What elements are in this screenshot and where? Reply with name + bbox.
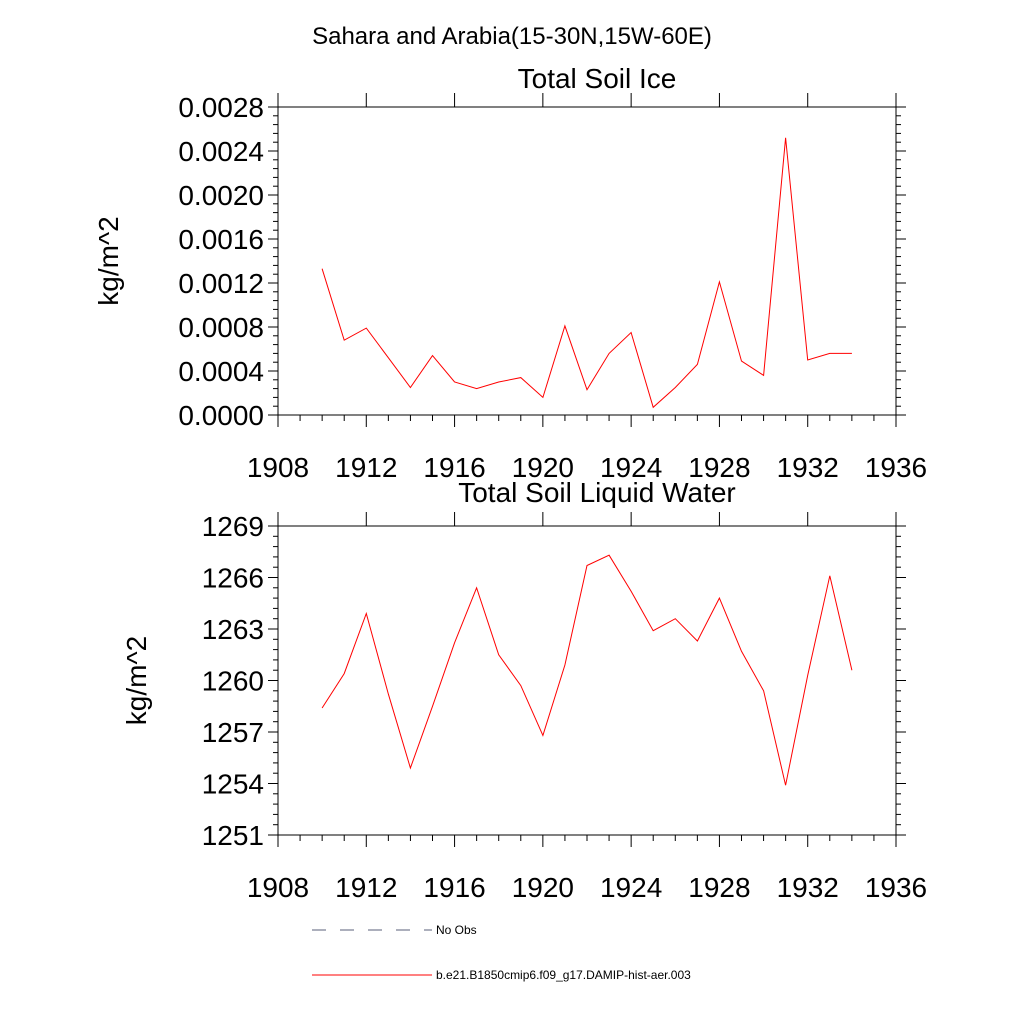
x-tick-label: 1924 bbox=[600, 872, 662, 903]
x-tick-label: 1928 bbox=[688, 872, 750, 903]
y-tick-label: 1254 bbox=[202, 769, 264, 800]
x-tick-label: 1912 bbox=[335, 452, 397, 483]
y-tick-label: 0.0008 bbox=[178, 312, 264, 343]
legend-label-model: b.e21.B1850cmip6.f09_g17.DAMIP-hist-aer.… bbox=[436, 968, 691, 982]
x-tick-label: 1908 bbox=[247, 452, 309, 483]
legend-label-no-obs: No Obs bbox=[436, 923, 477, 937]
y-tick-label: 0.0028 bbox=[178, 92, 264, 123]
y-tick-label: 0.0000 bbox=[178, 400, 264, 431]
x-tick-label: 1916 bbox=[423, 452, 485, 483]
x-tick-label: 1936 bbox=[865, 872, 927, 903]
chart-title: Total Soil Ice bbox=[518, 63, 677, 94]
chart-title: Total Soil Liquid Water bbox=[458, 477, 736, 508]
chart-total-soil-ice: Total Soil Ice kg/m^2 0.0000 0.0004 0.0008 0.… bbox=[93, 63, 927, 483]
plot-frame bbox=[277, 525, 897, 836]
x-tick-label: 1920 bbox=[512, 872, 574, 903]
x-tick-label: 1908 bbox=[247, 872, 309, 903]
y-tick-label: 1257 bbox=[202, 717, 264, 748]
series-line-soil-ice bbox=[321, 137, 852, 409]
y-tick-label: 0.0016 bbox=[178, 224, 264, 255]
x-tick-label: 1928 bbox=[688, 452, 750, 483]
x-tick-label: 1912 bbox=[335, 872, 397, 903]
chart-total-soil-liquid-water: Total Soil Liquid Water kg/m^2 1251 1254 125… bbox=[121, 477, 927, 903]
legend: No Obs b.e21.B1850cmip6.f09_g17.DAMIP-his… bbox=[312, 923, 691, 982]
y-tick-label: 1266 bbox=[202, 563, 264, 594]
y-tick-label: 1260 bbox=[202, 666, 264, 697]
y-tick-label: 0.0024 bbox=[178, 136, 264, 167]
y-axis-label: kg/m^2 bbox=[121, 636, 152, 725]
y-tick-label: 1269 bbox=[202, 511, 264, 542]
y-tick-label: 1263 bbox=[202, 614, 264, 645]
x-tick-label: 1924 bbox=[600, 452, 662, 483]
y-tick-label: 0.0012 bbox=[178, 268, 264, 299]
y-tick-label: 0.0004 bbox=[178, 356, 264, 387]
y-axis-label: kg/m^2 bbox=[93, 216, 124, 305]
figure-title: Sahara and Arabia(15-30N,15W-60E) bbox=[312, 23, 712, 50]
x-tick-label: 1916 bbox=[423, 872, 485, 903]
x-tick-label: 1932 bbox=[777, 452, 839, 483]
x-tick-label: 1932 bbox=[777, 872, 839, 903]
plot-frame bbox=[277, 106, 897, 416]
y-tick-label: 1251 bbox=[202, 820, 264, 851]
x-tick-label: 1920 bbox=[512, 452, 574, 483]
y-tick-label: 0.0020 bbox=[178, 180, 264, 211]
x-tick-label: 1936 bbox=[865, 452, 927, 483]
series-line-soil-liquid-water bbox=[321, 554, 853, 786]
